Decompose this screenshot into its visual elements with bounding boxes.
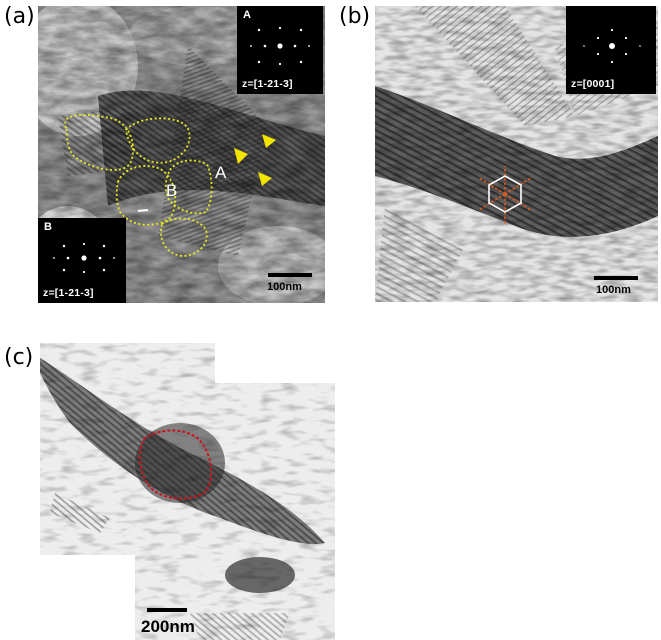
panel-b-label: (b) (339, 4, 371, 29)
inset-b-zone-axis-0001: z=[0001] (571, 78, 615, 90)
yellow-arrowheads (234, 134, 276, 186)
inset-a-letter: A (243, 9, 251, 21)
inset-a-zone-axis: z=[1-21-3] (242, 78, 293, 90)
inset-b-zone-axis: z=[1-21-3] (43, 287, 94, 299)
panel-a-scale-text: 100nm (267, 281, 302, 293)
diffraction-inset-c: z=[0001] (566, 6, 656, 94)
panel-b-scale-bar (594, 276, 638, 280)
grain-label-b: B (166, 181, 178, 200)
region-outline (138, 429, 213, 500)
diffraction-inset-b: B z=[1-21-3] (38, 218, 126, 303)
inset-b-letter: B (44, 221, 52, 233)
grain-label-a: A (215, 163, 227, 182)
panel-b-scale-text: 100nm (596, 284, 631, 296)
hexagon-marker (478, 166, 532, 224)
panel-a-scale-bar (268, 273, 312, 277)
panel-c-scale-text: 200nm (141, 617, 195, 636)
panel-c-scale-bar (147, 608, 187, 612)
panel-a-label: (a) (4, 4, 35, 29)
panel-c-micrograph (40, 343, 335, 640)
panel-c-label: (c) (4, 345, 34, 370)
diffraction-inset-a: A z=[1-21-3] (237, 6, 323, 94)
grain-outlines (64, 114, 213, 257)
